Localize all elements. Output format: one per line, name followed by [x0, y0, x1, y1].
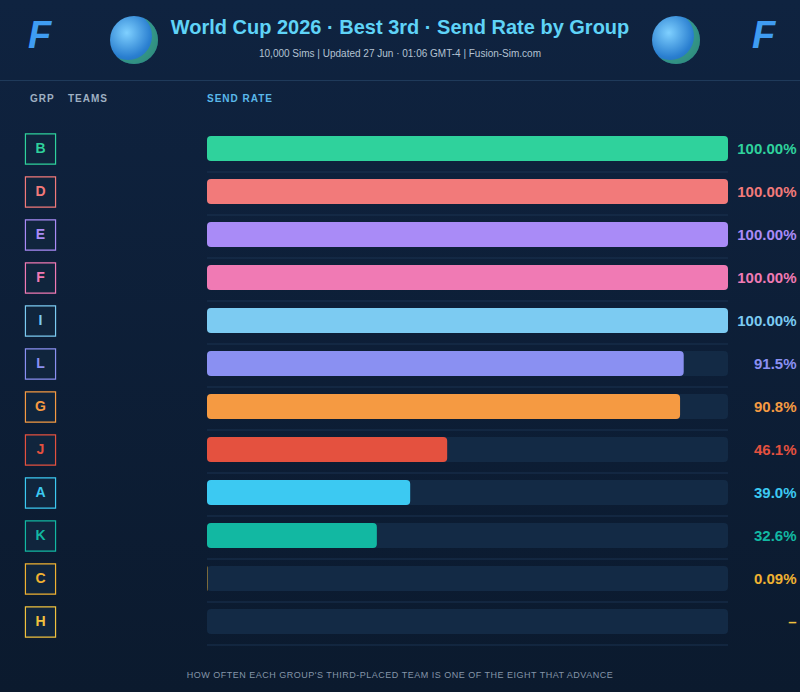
svg-text:D: D [35, 183, 45, 199]
svg-text:B: B [35, 140, 45, 156]
svg-text:100.00%: 100.00% [737, 269, 796, 286]
svg-text:H: H [35, 613, 45, 629]
html-text:F: F [28, 14, 52, 56]
html-text:F: F [752, 14, 776, 56]
html-text:TEAMS: TEAMS [68, 93, 108, 104]
svg-text:100.00%: 100.00% [737, 226, 796, 243]
svg-text:K: K [35, 527, 45, 543]
svg-text:90.8%: 90.8% [754, 398, 797, 415]
svg-text:100.00%: 100.00% [737, 140, 796, 157]
svg-text:G: G [35, 398, 46, 414]
html-text:World Cup 2026 · Best 3rd · Se: World Cup 2026 · Best 3rd · Send Rate by… [170, 16, 630, 38]
svg-text:39.0%: 39.0% [754, 484, 797, 501]
svg-text:F: F [36, 269, 45, 285]
svg-text:32.6%: 32.6% [754, 527, 797, 544]
svg-text:100.00%: 100.00% [737, 312, 796, 329]
html-text:SEND RATE: SEND RATE [207, 93, 273, 104]
svg-text:0.09%: 0.09% [754, 570, 797, 587]
svg-text:91.5%: 91.5% [754, 355, 797, 372]
svg-text:L: L [36, 355, 45, 371]
svg-text:J: J [37, 441, 45, 457]
svg-text:–: – [788, 613, 796, 630]
html-text:GRP: GRP [30, 93, 55, 104]
svg-text:46.1%: 46.1% [754, 441, 797, 458]
svg-text:A: A [35, 484, 45, 500]
html-text:HOW OFTEN EACH GROUP'S THIRD-P: HOW OFTEN EACH GROUP'S THIRD-PLACED TEAM… [186, 670, 614, 680]
svg-text:100.00%: 100.00% [737, 183, 796, 200]
svg-text:I: I [39, 312, 43, 328]
svg-text:C: C [35, 570, 45, 586]
html-text:10,000 Sims | Updated 27 Jun ·: 10,000 Sims | Updated 27 Jun · 01:06 GMT… [259, 48, 541, 59]
svg-text:E: E [36, 226, 45, 242]
